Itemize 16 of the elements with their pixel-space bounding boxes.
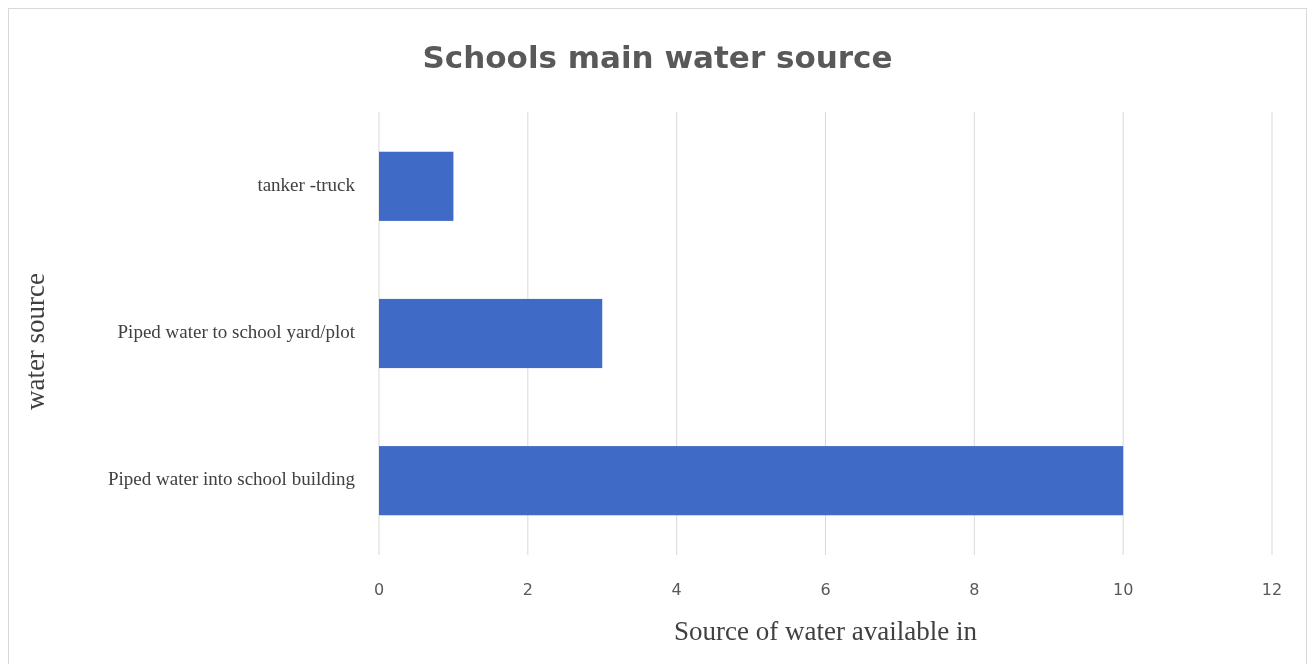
- x-tick-label: 6: [820, 580, 831, 599]
- chart-title: Schools main water source: [422, 39, 893, 75]
- y-axis-title: water source: [20, 272, 50, 411]
- x-tick-label: 12: [1261, 580, 1283, 599]
- x-axis-title: Source of water available in: [674, 616, 978, 646]
- x-tick-label: 2: [522, 580, 533, 599]
- y-tick-label: Piped water to school yard/plot: [117, 320, 356, 342]
- y-tick-label: Piped water into school building: [108, 468, 356, 490]
- x-tick-label: 4: [671, 580, 682, 599]
- bar: [379, 151, 454, 221]
- x-tick-label: 0: [373, 580, 385, 599]
- x-tick-label: 10: [1112, 580, 1134, 599]
- bar: [379, 446, 1124, 516]
- x-tick-label: 8: [969, 580, 980, 599]
- y-tick-label: tanker -truck: [257, 173, 356, 195]
- bar: [379, 298, 603, 369]
